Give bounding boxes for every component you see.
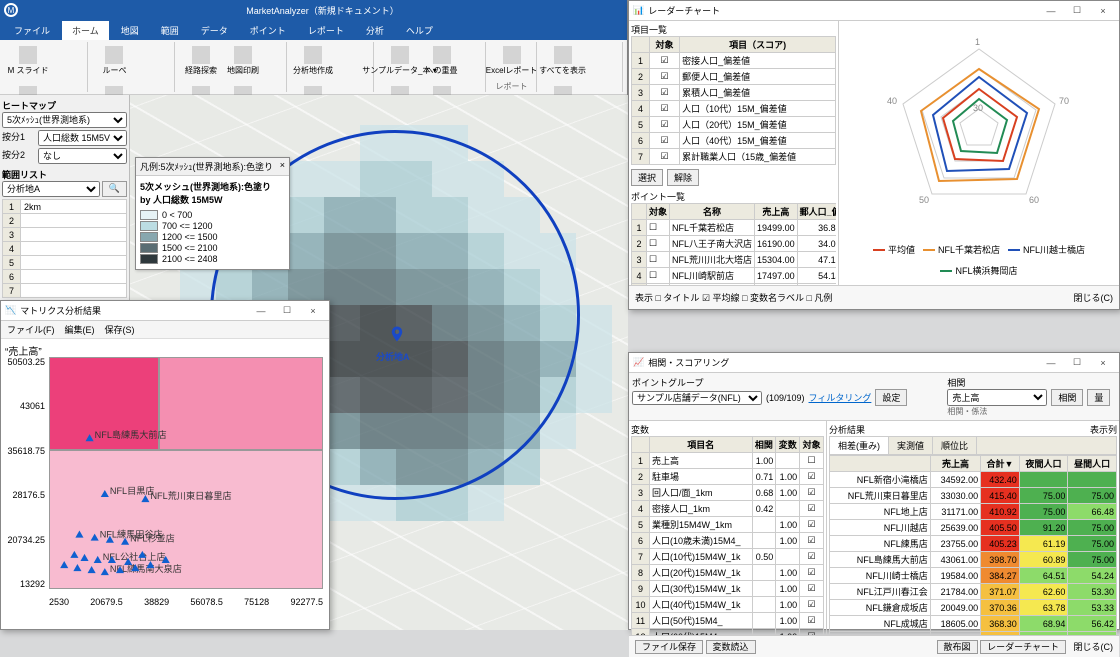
main-titlebar: M MarketAnalyzer（新規ドキュメント）	[0, 0, 627, 20]
matrix-menubar[interactable]: ファイル(F)編集(E)保存(S)	[1, 321, 329, 339]
ribbon-tab[interactable]: 範囲	[151, 21, 189, 40]
radar-title: レーダーチャート	[648, 4, 720, 17]
radar-window: 📊 レーダーチャート —☐× 項目一覧 対象項目（スコア)1☑密接人口_偏差値2☑…	[628, 0, 1120, 310]
close-icon[interactable]: ×	[280, 160, 285, 173]
f2-select[interactable]: なし	[38, 148, 127, 164]
filter-link[interactable]: フィルタリング	[809, 391, 872, 404]
close-icon[interactable]: ×	[1091, 3, 1115, 19]
clear-button[interactable]: 解除	[667, 169, 699, 186]
legend-subtitle: 5次メッシュ(世界測地系):色塗り by 人口総数 15M5W	[140, 180, 285, 206]
matrix-icon: 📉	[5, 305, 16, 316]
scoring-window: 📈相関・スコアリング —☐× ポイントグループ サンプル店舗データ(NFL) (…	[628, 352, 1120, 630]
heatmap-label: ヒートマップ	[2, 99, 127, 112]
ribbon-tab[interactable]: ホーム	[62, 21, 109, 40]
radar-icon: 📊	[633, 5, 644, 16]
rangelist-select[interactable]: 分析地A	[2, 181, 100, 197]
scoring-icon: 📈	[633, 357, 644, 368]
ribbon-tab[interactable]: ポイント	[240, 21, 296, 40]
range-table[interactable]: 12km234567	[2, 199, 127, 298]
search-icon[interactable]: 🔍	[102, 181, 127, 197]
results-table[interactable]: 売上高合計▼夜間人口昼間人口NFL新宿小滝橋店34592.00432.40NFL…	[829, 455, 1117, 635]
close-button[interactable]: 閉じる(C)	[1074, 291, 1114, 304]
app-logo: M	[4, 3, 18, 17]
svg-text:1: 1	[975, 37, 980, 47]
radar-footer-options[interactable]: 表示 □ タイトル ☑ 平均線 □ 変数名ラベル □ 凡例	[635, 291, 832, 304]
ribbon-button[interactable]: 地図印刷	[223, 42, 263, 80]
ribbon-tab[interactable]: 分析	[356, 21, 394, 40]
ribbon-button[interactable]: 経路探索	[181, 42, 221, 80]
app-title: MarketAnalyzer（新規ドキュメント）	[246, 4, 399, 17]
rangelist-label: 範囲リスト	[2, 168, 127, 181]
group-select[interactable]: サンプル店舗データ(NFL)	[632, 391, 762, 405]
side-panel: ヒートマップ 5次ﾒｯｼｭ(世界測地系) 按分1人口総数 15M5V ▾ 按分2…	[0, 95, 130, 300]
svg-text:NFL島練馬大前店: NFL島練馬大前店	[95, 429, 167, 440]
matrix-title: マトリクス分析結果	[20, 304, 101, 317]
ribbon-button[interactable]: すべてを表示	[543, 42, 583, 80]
ribbon-button[interactable]: M スライド	[8, 42, 48, 80]
minimize-icon[interactable]: —	[1039, 3, 1063, 19]
ribbon-tabs: ファイルホーム地図範囲データポイントレポート分析ヘルプ	[0, 20, 627, 40]
ribbon-button[interactable]: サンプルデータ_本 ▾	[380, 42, 420, 80]
matrix-window: 📉マトリクス分析結果 —☐× ファイル(F)編集(E)保存(S) “売上高” 5…	[0, 300, 330, 630]
scatter-plot[interactable]: “売上高” 50503.254306135618.7528176.520734.…	[1, 339, 329, 609]
ribbon-tab[interactable]: ヘルプ	[396, 21, 443, 40]
map-pin-icon	[388, 325, 406, 343]
svg-text:50: 50	[919, 195, 929, 205]
radar-chart: 1 70 60 50 40 30	[849, 29, 1109, 239]
ribbon-tab[interactable]: レポート	[298, 21, 354, 40]
svg-text:30: 30	[973, 103, 983, 113]
ribbon-tab[interactable]: 地図	[111, 21, 149, 40]
radar-items-table[interactable]: 対象項目（スコア)1☑密接人口_偏差値2☑郵便人口_偏差値3☑累積人口_偏差値4…	[631, 36, 836, 165]
radar-points-table[interactable]: 対象名称売上高郵人口_偏通勤入_偏1☐NFL千葉若松店19499.0036.86…	[631, 203, 836, 285]
svg-text:40: 40	[887, 96, 897, 106]
variables-table[interactable]: 項目名相関変数対象1売上高1.00☐2駐車場0.711.00☑3回人口/面_1k…	[631, 436, 824, 635]
target-select[interactable]: 売上高	[947, 389, 1047, 406]
svg-text:NFL目黒店: NFL目黒店	[110, 485, 155, 496]
svg-text:NFL荒川東日暮里店: NFL荒川東日暮里店	[150, 490, 231, 501]
ribbon-button[interactable]: 分析地作成	[293, 42, 333, 80]
ribbon: M スライドズーム矢印スライドルーペ縮小5.261 kmルーペ経路探索地図印刷凡…	[0, 40, 627, 95]
points-header: ポイント一覧	[631, 190, 836, 203]
pin-label: 分析地A	[376, 350, 410, 363]
f1-select[interactable]: 人口総数 15M5V ▾	[38, 130, 127, 146]
ribbon-button[interactable]: への重畳	[422, 42, 462, 80]
maximize-icon[interactable]: ☐	[1065, 3, 1089, 19]
select-button[interactable]: 選択	[631, 169, 663, 186]
mesh-select[interactable]: 5次ﾒｯｼｭ(世界測地系)	[2, 112, 127, 128]
legend-title: 凡例:5次ﾒｯｼｭ(世界測地系):色塗り	[140, 160, 273, 173]
svg-text:NFL杉並店: NFL杉並店	[130, 533, 175, 544]
scoring-title: 相関・スコアリング	[648, 356, 729, 369]
ribbon-button[interactable]: Excelレポート	[492, 42, 532, 80]
legend-panel[interactable]: 凡例:5次ﾒｯｼｭ(世界測地系):色塗り × 5次メッシュ(世界測地系):色塗り …	[135, 157, 290, 270]
ribbon-button[interactable]: ルーペ	[94, 42, 134, 80]
ribbon-tab[interactable]: ファイル	[4, 21, 60, 40]
svg-text:70: 70	[1059, 96, 1069, 106]
ribbon-tab[interactable]: データ	[191, 21, 238, 40]
items-header: 項目一覧	[631, 23, 836, 36]
svg-text:60: 60	[1029, 195, 1039, 205]
